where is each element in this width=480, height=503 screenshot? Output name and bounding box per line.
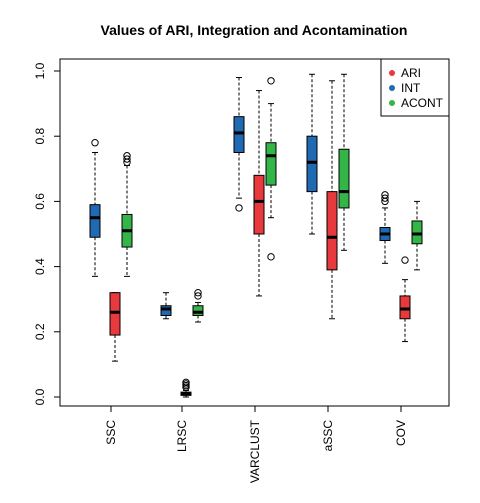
x-axis: SSC LRSC VARCLUST aSSC COV — [104, 406, 408, 483]
x-tick-label: COV — [394, 420, 408, 446]
box-body — [192, 305, 204, 317]
legend-label: ACONT — [401, 96, 444, 110]
legend-marker — [389, 100, 395, 106]
x-tick-label: VARCLUST — [248, 419, 262, 483]
box-ari-assc — [326, 80, 338, 320]
box-int-cov — [379, 191, 391, 264]
box-body — [338, 148, 350, 209]
box-body — [160, 305, 172, 317]
y-tick-label: 0.8 — [33, 128, 47, 145]
outlier-point — [235, 204, 243, 212]
outlier-point — [381, 191, 389, 199]
box-ari-varclust — [253, 90, 265, 297]
box-acont-cov — [411, 200, 423, 271]
chart-title: Values of ARI, Integration and Acontamin… — [101, 22, 408, 38]
outlier-point — [401, 256, 409, 264]
box-ari-ssc — [109, 292, 121, 362]
outlier-point — [194, 292, 202, 300]
box-body — [326, 191, 338, 271]
box-body — [265, 142, 277, 186]
outlier-point — [123, 155, 131, 163]
box-ari-lrsc — [180, 378, 192, 398]
y-tick-label: 0.6 — [33, 193, 47, 210]
y-tick-label: 0.4 — [33, 258, 47, 275]
legend-marker — [389, 70, 395, 76]
outlier-point — [182, 378, 190, 387]
box-int-lrsc — [160, 292, 172, 320]
y-tick-label: 0.2 — [33, 323, 47, 340]
box-int-ssc — [89, 139, 101, 277]
box-ari-cov — [399, 256, 411, 343]
outlier-point — [381, 194, 389, 202]
legend-label: INT — [401, 81, 421, 95]
x-tick-label: aSSC — [321, 420, 335, 452]
y-tick-label: 0.0 — [33, 388, 47, 405]
outlier-point — [267, 253, 275, 261]
outlier-point — [91, 139, 99, 147]
outlier-point — [123, 152, 131, 160]
box-acont-lrsc — [192, 288, 204, 323]
box-body — [89, 204, 101, 238]
outlier-point — [194, 288, 202, 297]
box-body — [109, 292, 121, 336]
legend-label: ARI — [401, 66, 421, 80]
box-acont-varclust — [265, 77, 277, 261]
box-body — [233, 116, 245, 153]
box-body — [399, 295, 411, 320]
box-body — [306, 135, 318, 193]
legend-marker — [389, 85, 395, 91]
y-axis: 0.0 0.2 0.4 0.6 0.8 1.0 — [33, 62, 60, 405]
box-body — [411, 220, 423, 245]
y-tick-label: 1.0 — [33, 62, 47, 79]
x-tick-label: SSC — [104, 420, 118, 445]
outlier-point — [267, 77, 275, 85]
box-int-varclust — [233, 77, 245, 212]
box-acont-ssc — [121, 152, 133, 277]
x-tick-label: LRSC — [175, 420, 189, 452]
box-int-assc — [306, 73, 318, 235]
box-body — [253, 174, 265, 235]
box-series — [89, 73, 423, 398]
box-acont-assc — [338, 73, 350, 251]
